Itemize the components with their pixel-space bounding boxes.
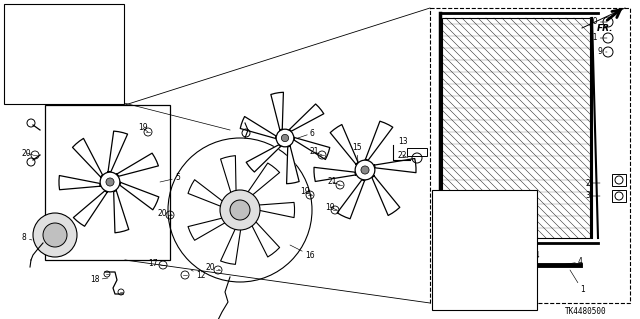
- Bar: [4, 4, 124, 104]
- Polygon shape: [490, 229, 521, 244]
- Polygon shape: [246, 145, 281, 172]
- Circle shape: [33, 213, 77, 257]
- Text: 22: 22: [398, 151, 408, 160]
- Circle shape: [236, 206, 244, 214]
- Polygon shape: [330, 124, 358, 165]
- Polygon shape: [243, 163, 280, 201]
- Circle shape: [230, 199, 250, 220]
- Text: 7: 7: [80, 90, 101, 107]
- Text: 8: 8: [22, 234, 32, 242]
- Polygon shape: [54, 19, 69, 45]
- Polygon shape: [337, 180, 365, 219]
- Text: 19: 19: [138, 123, 148, 132]
- Text: 14: 14: [518, 248, 540, 259]
- Text: 10: 10: [588, 18, 607, 26]
- Polygon shape: [372, 175, 400, 215]
- Circle shape: [220, 190, 260, 230]
- Bar: [612, 190, 626, 202]
- Text: FR.: FR.: [597, 24, 614, 33]
- Polygon shape: [188, 216, 232, 240]
- Circle shape: [100, 172, 120, 192]
- Polygon shape: [240, 116, 276, 138]
- Polygon shape: [59, 175, 100, 190]
- Text: 11: 11: [588, 33, 607, 42]
- Polygon shape: [221, 156, 236, 201]
- Polygon shape: [294, 137, 330, 160]
- Polygon shape: [287, 146, 299, 184]
- Polygon shape: [72, 138, 102, 177]
- Polygon shape: [449, 229, 477, 248]
- Polygon shape: [61, 53, 86, 73]
- Text: 18: 18: [90, 276, 108, 285]
- Circle shape: [52, 49, 58, 55]
- Text: 16: 16: [290, 245, 315, 259]
- Bar: [442, 18, 590, 238]
- Text: 19: 19: [300, 188, 312, 197]
- Polygon shape: [289, 104, 324, 131]
- Polygon shape: [22, 45, 49, 54]
- Text: 1: 1: [570, 270, 585, 294]
- Polygon shape: [248, 215, 280, 257]
- Polygon shape: [489, 253, 504, 284]
- Text: 2: 2: [585, 179, 600, 188]
- Text: 20: 20: [22, 149, 33, 158]
- Circle shape: [106, 178, 114, 186]
- Text: 20: 20: [206, 263, 220, 272]
- Text: 21: 21: [310, 147, 322, 157]
- Text: 21: 21: [328, 177, 340, 187]
- Circle shape: [355, 160, 375, 180]
- Circle shape: [482, 245, 488, 251]
- Polygon shape: [108, 131, 127, 172]
- Polygon shape: [116, 153, 159, 176]
- Polygon shape: [188, 180, 229, 210]
- Text: 3: 3: [585, 191, 600, 201]
- Polygon shape: [449, 252, 479, 266]
- Bar: [430, 8, 630, 303]
- Bar: [407, 148, 427, 156]
- Polygon shape: [114, 190, 129, 233]
- Polygon shape: [492, 248, 521, 267]
- Polygon shape: [74, 191, 108, 226]
- Polygon shape: [467, 212, 481, 243]
- Text: 9: 9: [598, 48, 607, 56]
- Bar: [432, 190, 537, 310]
- Polygon shape: [120, 182, 159, 210]
- Text: 15: 15: [352, 144, 362, 162]
- Text: TK4480500: TK4480500: [565, 308, 607, 316]
- Text: 20: 20: [158, 209, 172, 218]
- Text: 19: 19: [325, 203, 337, 211]
- Polygon shape: [374, 159, 416, 173]
- Text: 12: 12: [191, 270, 205, 279]
- Text: 4: 4: [560, 257, 583, 266]
- Polygon shape: [55, 58, 65, 85]
- Circle shape: [49, 46, 61, 58]
- Circle shape: [478, 241, 492, 255]
- Polygon shape: [221, 221, 242, 264]
- Circle shape: [276, 129, 294, 147]
- Text: 13: 13: [398, 137, 410, 152]
- Polygon shape: [365, 121, 393, 160]
- Polygon shape: [271, 92, 284, 130]
- Circle shape: [43, 223, 67, 247]
- Circle shape: [361, 166, 369, 174]
- Bar: [45, 105, 170, 260]
- Polygon shape: [250, 203, 294, 218]
- Polygon shape: [60, 36, 88, 49]
- Bar: [612, 174, 626, 186]
- Circle shape: [282, 134, 289, 142]
- Polygon shape: [33, 22, 51, 48]
- Polygon shape: [485, 212, 504, 241]
- Text: 5: 5: [160, 174, 180, 182]
- Polygon shape: [466, 255, 485, 284]
- Polygon shape: [29, 57, 52, 79]
- Circle shape: [230, 200, 250, 220]
- Text: 6: 6: [298, 129, 315, 138]
- Text: 17: 17: [148, 258, 161, 268]
- Polygon shape: [314, 167, 356, 182]
